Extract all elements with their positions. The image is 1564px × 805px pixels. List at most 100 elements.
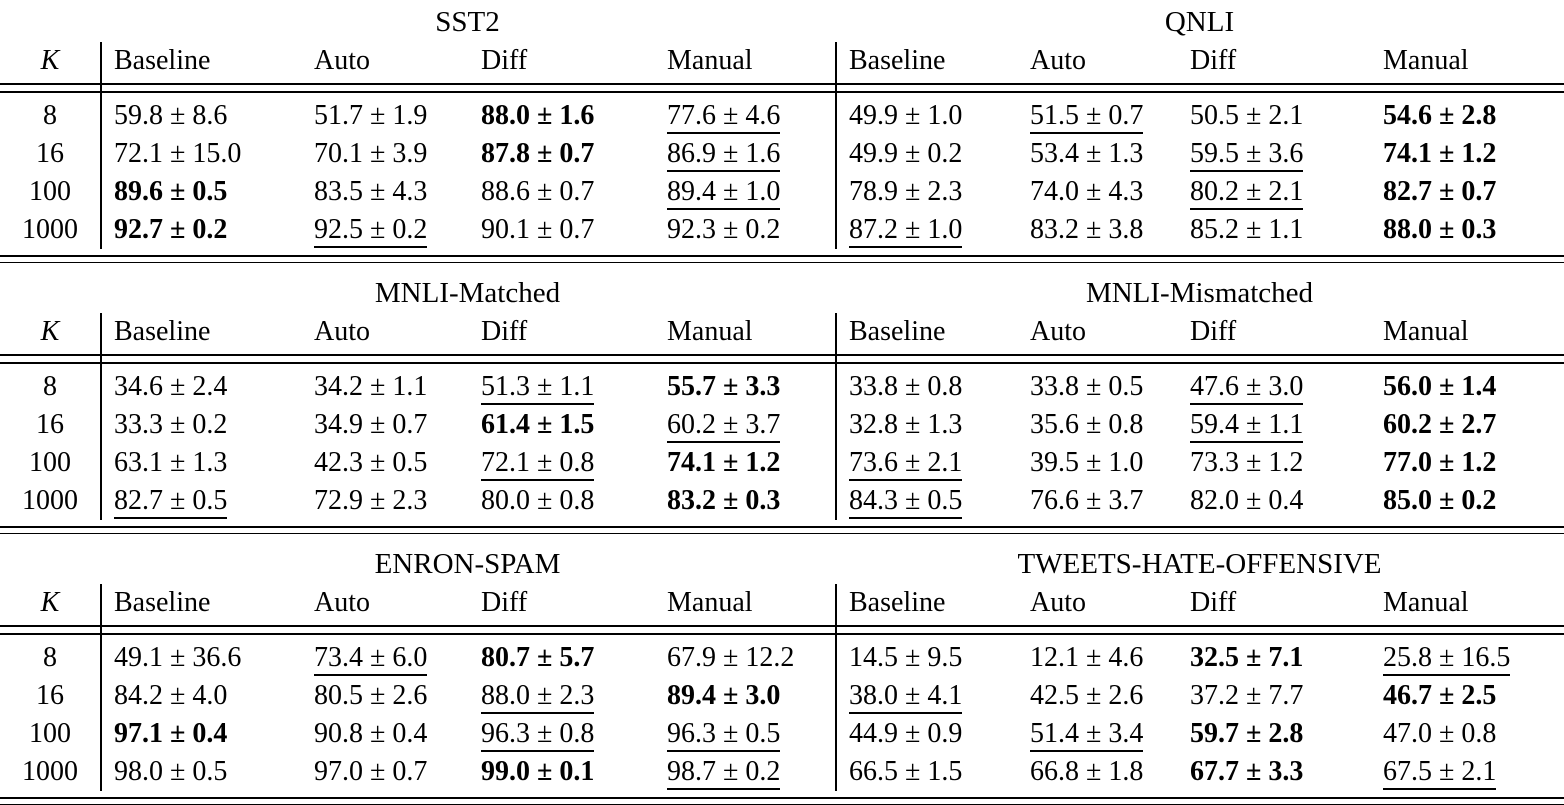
column-header-baseline: Baseline (114, 316, 211, 347)
metric-value: 85.2 ± 1.1 (1190, 214, 1304, 245)
metric-cell: 74.1 ± 1.2 (1369, 138, 1564, 170)
k-value: 1000 (22, 214, 78, 245)
metric-cell: 89.4 ± 3.0 (653, 680, 835, 712)
metric-cell: 49.9 ± 1.0 (835, 100, 1016, 132)
block-divider (0, 797, 1564, 805)
metric-cell: 73.4 ± 6.0 (300, 642, 467, 676)
column-header-manual: Manual (1383, 316, 1469, 347)
column-header-baseline: Baseline (849, 45, 946, 76)
metric-value: 92.7 ± 0.2 (114, 214, 228, 245)
k-value: 100 (29, 176, 71, 207)
metric-cell: 97.0 ± 0.7 (300, 756, 467, 788)
metric-cell: 86.9 ± 1.6 (653, 138, 835, 172)
metric-cell: 88.6 ± 0.7 (467, 176, 653, 208)
table-area: K Baseline Auto Diff Manual Baseline Aut… (0, 42, 1564, 249)
metric-value: 84.2 ± 4.0 (114, 680, 228, 711)
metric-value: 51.3 ± 1.1 (481, 371, 595, 405)
metric-value: 99.0 ± 0.1 (481, 756, 595, 787)
k-value: 16 (36, 409, 64, 440)
metric-value: 66.8 ± 1.8 (1030, 756, 1144, 787)
metric-cell: 34.2 ± 1.1 (300, 371, 467, 403)
data-row: 8 59.8 ± 8.6 51.7 ± 1.9 88.0 ± 1.6 77.6 ± 4.… (0, 97, 1564, 135)
metric-cell: 76.6 ± 3.7 (1016, 485, 1176, 517)
metric-value: 47.6 ± 3.0 (1190, 371, 1304, 405)
metric-value: 89.4 ± 3.0 (667, 680, 781, 711)
metric-value: 51.5 ± 0.7 (1030, 100, 1144, 134)
metric-cell: 89.4 ± 1.0 (653, 176, 835, 210)
metric-value: 97.0 ± 0.7 (314, 756, 428, 787)
metric-value: 67.5 ± 2.1 (1383, 756, 1497, 790)
k-column-header: K (40, 587, 60, 618)
metric-cell: 42.3 ± 0.5 (300, 447, 467, 479)
vertical-divider (835, 42, 837, 249)
metric-value: 80.7 ± 5.7 (481, 642, 595, 673)
metric-value: 70.1 ± 3.9 (314, 138, 428, 169)
metric-cell: 55.7 ± 3.3 (653, 371, 835, 403)
dataset-title-right: TWEETS-HATE-OFFENSIVE (1017, 547, 1382, 580)
metric-value: 77.0 ± 1.2 (1383, 447, 1497, 478)
column-header-auto: Auto (1030, 316, 1086, 347)
metric-value: 35.6 ± 0.8 (1030, 409, 1144, 440)
metric-value: 12.1 ± 4.6 (1030, 642, 1144, 673)
metric-cell: 88.0 ± 0.3 (1369, 214, 1564, 246)
metric-cell: 88.0 ± 2.3 (467, 680, 653, 714)
dataset-block-sst2-qnli: SST2 QNLI K Baseline Auto Diff Manual Ba… (0, 2, 1564, 263)
data-row: 16 33.3 ± 0.2 34.9 ± 0.7 61.4 ± 1.5 60.2 ± 3… (0, 406, 1564, 444)
metric-cell: 35.6 ± 0.8 (1016, 409, 1176, 441)
header-divider (0, 354, 1564, 364)
metric-value: 42.5 ± 2.6 (1030, 680, 1144, 711)
header-divider (0, 625, 1564, 635)
k-value: 100 (29, 718, 71, 749)
table-area: K Baseline Auto Diff Manual Baseline Aut… (0, 313, 1564, 520)
column-header-auto: Auto (1030, 45, 1086, 76)
metric-cell: 42.5 ± 2.6 (1016, 680, 1176, 712)
column-header-manual: Manual (667, 316, 753, 347)
metric-cell: 70.1 ± 3.9 (300, 138, 467, 170)
metric-value: 87.2 ± 1.0 (849, 214, 963, 248)
metric-value: 34.2 ± 1.1 (314, 371, 428, 402)
metric-cell: 47.0 ± 0.8 (1369, 718, 1564, 750)
metric-value: 92.5 ± 0.2 (314, 214, 428, 248)
metric-cell: 83.2 ± 0.3 (653, 485, 835, 517)
metric-value: 32.8 ± 1.3 (849, 409, 963, 440)
data-row: 100 89.6 ± 0.5 83.5 ± 4.3 88.6 ± 0.7 89.4 ± … (0, 173, 1564, 211)
block-divider (0, 526, 1564, 534)
metric-value: 59.7 ± 2.8 (1190, 718, 1304, 749)
column-header-diff: Diff (1190, 45, 1237, 76)
metric-cell: 92.7 ± 0.2 (100, 214, 300, 246)
column-header-manual: Manual (1383, 587, 1469, 618)
metric-value: 72.9 ± 2.3 (314, 485, 428, 516)
metric-cell: 47.6 ± 3.0 (1176, 371, 1369, 405)
metric-value: 44.9 ± 0.9 (849, 718, 963, 749)
metric-value: 37.2 ± 7.7 (1190, 680, 1304, 711)
metric-cell: 38.0 ± 4.1 (835, 680, 1016, 714)
k-value: 8 (43, 642, 57, 673)
dataset-title-right: QNLI (1164, 5, 1235, 38)
metric-cell: 72.1 ± 15.0 (100, 138, 300, 170)
metric-value: 74.1 ± 1.2 (667, 447, 781, 478)
data-row: 1000 92.7 ± 0.2 92.5 ± 0.2 90.1 ± 0.7 92.3 ±… (0, 211, 1564, 249)
metric-value: 51.4 ± 3.4 (1030, 718, 1144, 752)
metric-cell: 98.7 ± 0.2 (653, 756, 835, 790)
metric-value: 49.9 ± 1.0 (849, 100, 963, 131)
metric-cell: 44.9 ± 0.9 (835, 718, 1016, 750)
column-header-baseline: Baseline (849, 587, 946, 618)
metric-cell: 88.0 ± 1.6 (467, 100, 653, 132)
metric-cell: 61.4 ± 1.5 (467, 409, 653, 441)
metric-value: 33.8 ± 0.5 (1030, 371, 1144, 402)
title-row: ENRON-SPAM TWEETS-HATE-OFFENSIVE (0, 544, 1564, 584)
metric-value: 60.2 ± 2.7 (1383, 409, 1497, 440)
k-value: 100 (29, 447, 71, 478)
data-rows: 8 49.1 ± 36.6 73.4 ± 6.0 80.7 ± 5.7 67.9 ± 1… (0, 639, 1564, 791)
metric-value: 96.3 ± 0.8 (481, 718, 595, 752)
metric-cell: 33.3 ± 0.2 (100, 409, 300, 441)
metric-cell: 32.8 ± 1.3 (835, 409, 1016, 441)
metric-cell: 73.6 ± 2.1 (835, 447, 1016, 481)
column-header-auto: Auto (314, 45, 370, 76)
metric-cell: 82.7 ± 0.5 (100, 485, 300, 519)
metric-value: 60.2 ± 3.7 (667, 409, 781, 443)
metric-cell: 73.3 ± 1.2 (1176, 447, 1369, 479)
k-value: 8 (43, 100, 57, 131)
metric-value: 89.4 ± 1.0 (667, 176, 781, 210)
